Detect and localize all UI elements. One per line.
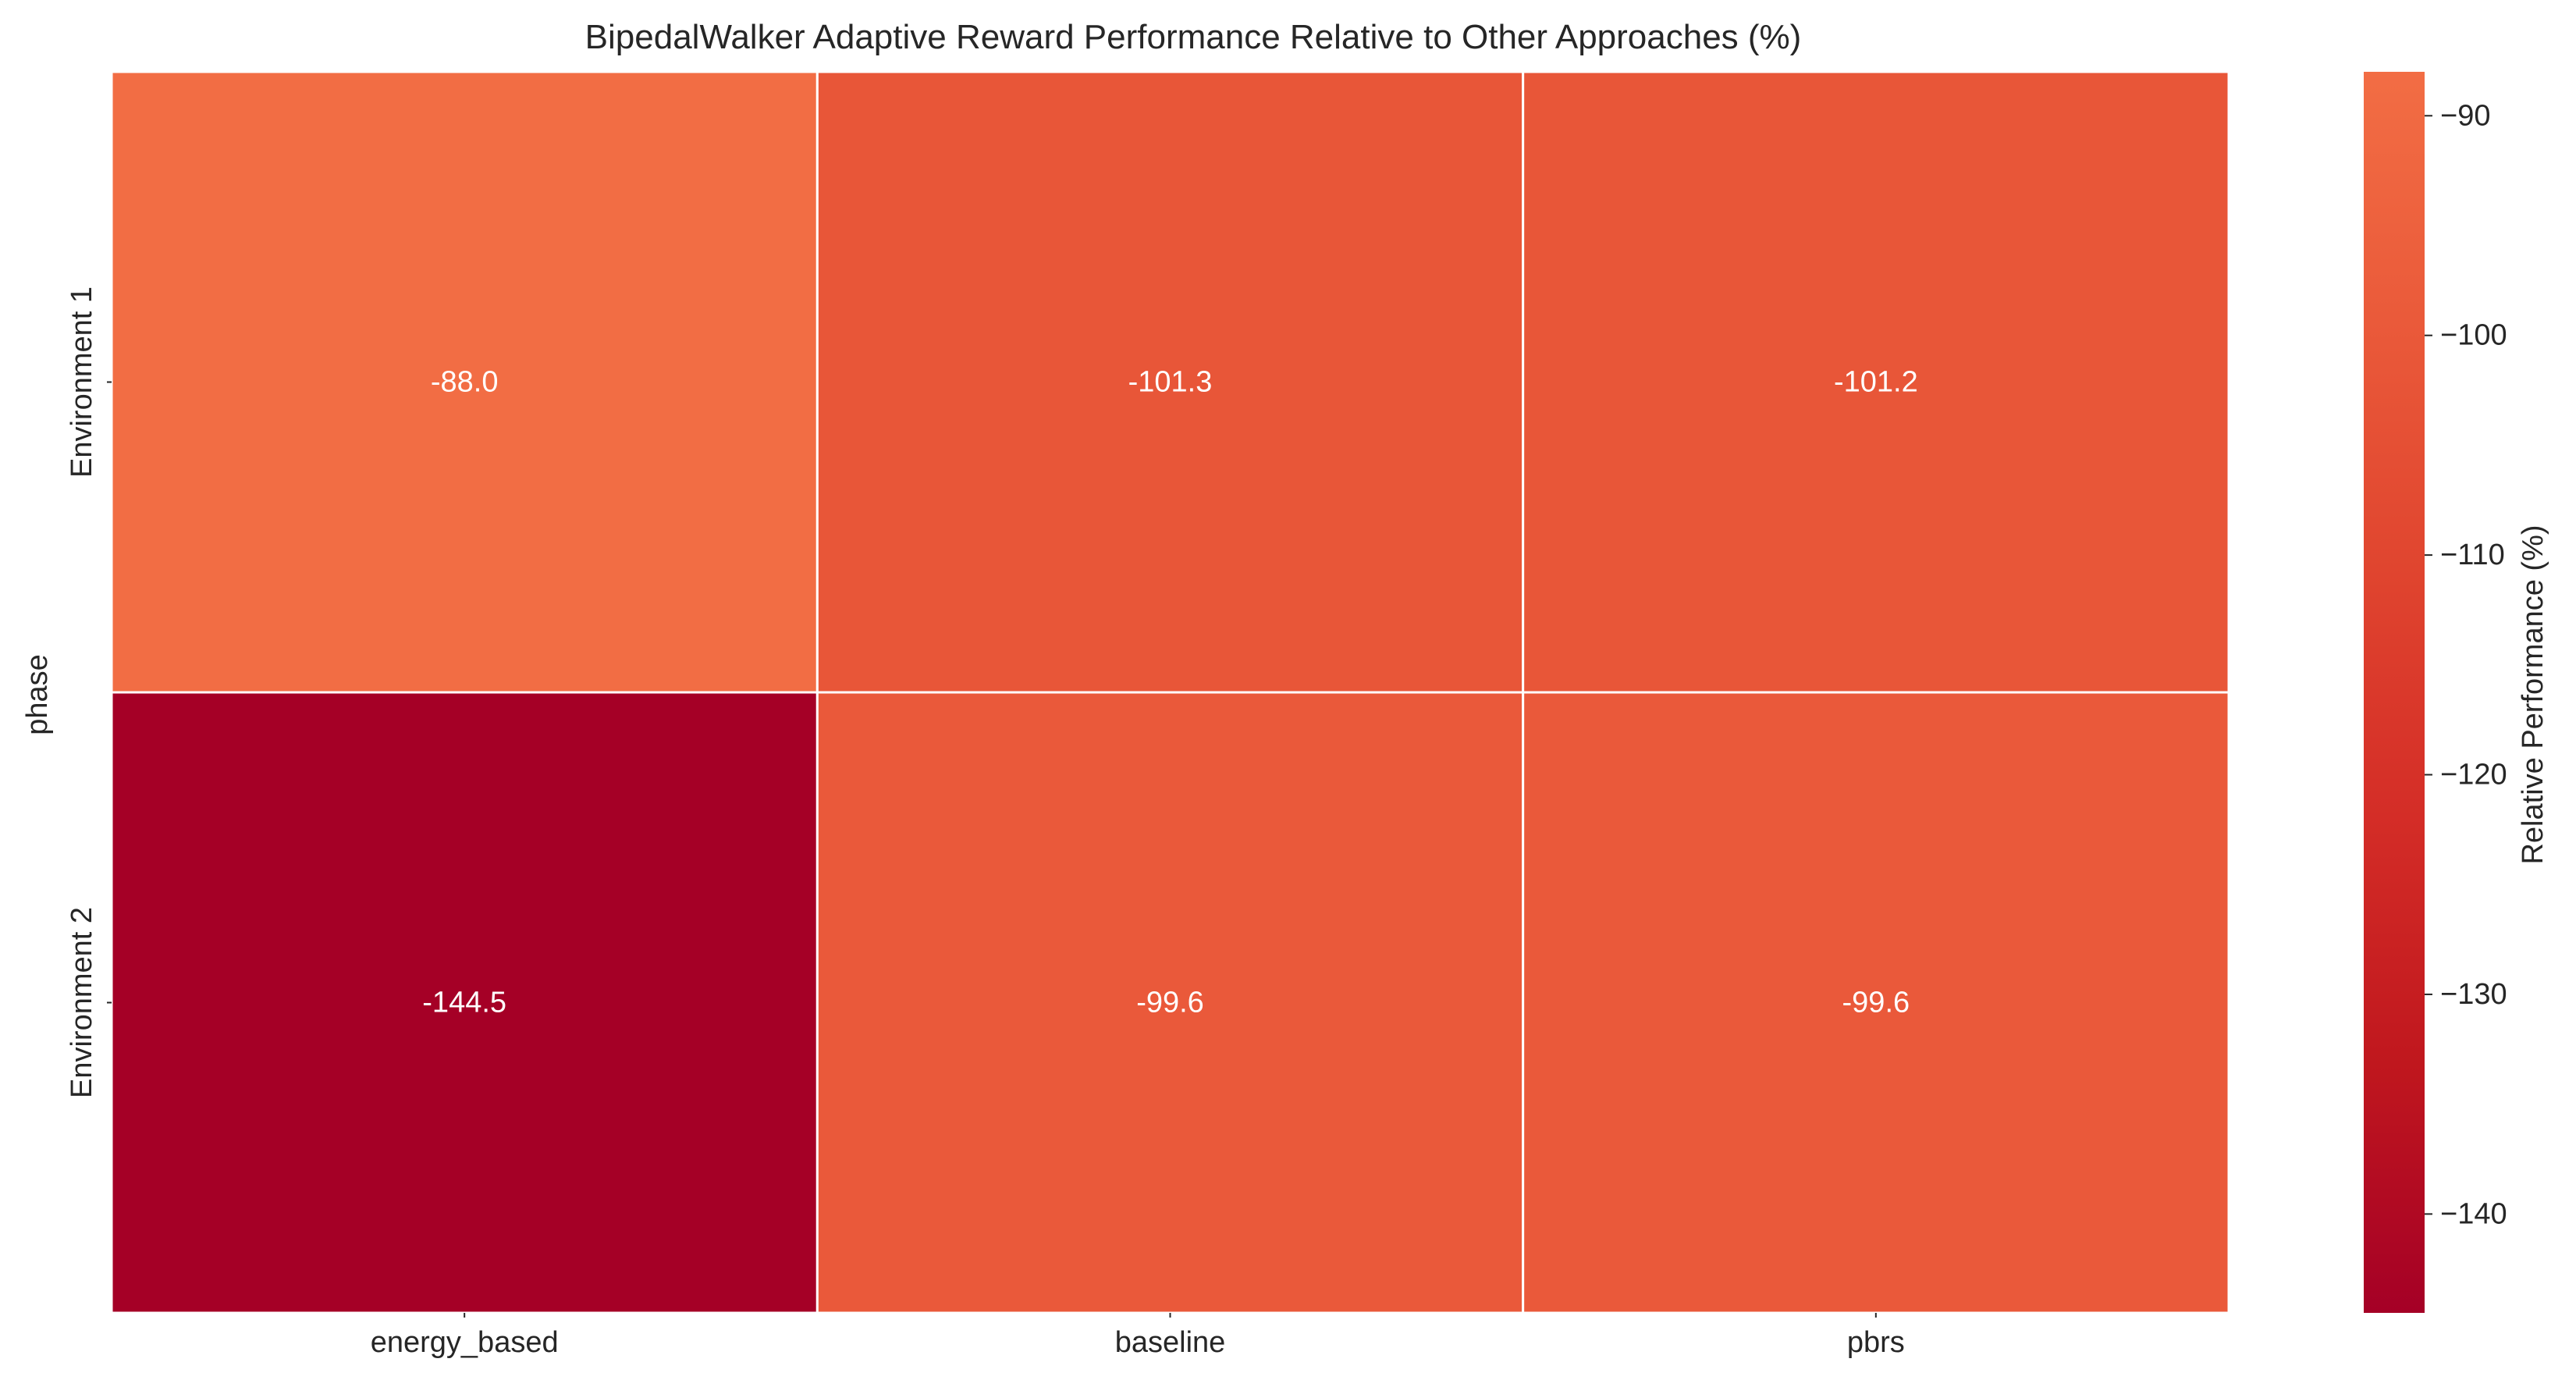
heatmap-cells — [110, 70, 2230, 1314]
colorbar-tick-label: −120 — [2440, 759, 2507, 791]
colorbar-tick-label: −100 — [2440, 319, 2507, 352]
y-tick-label: Environment 2 — [66, 907, 98, 1098]
cell-value-label: -101.3 — [1128, 366, 1213, 399]
cell-value-label: -101.2 — [1834, 366, 1918, 399]
heatmap-cell — [815, 70, 1525, 694]
colorbar-tick-label: −140 — [2440, 1197, 2507, 1230]
heatmap-cell — [1522, 70, 2230, 694]
x-tick-label: baseline — [1115, 1326, 1226, 1359]
colorbar-ticks: −90 −100 −110 −120 −130 −140 — [2425, 99, 2507, 1230]
heatmap-cell — [110, 691, 819, 1314]
heatmap-cell — [110, 70, 819, 694]
x-axis-ticks: energy_based baseline pbrs — [371, 1313, 1905, 1359]
cell-value-label: -99.6 — [1136, 987, 1204, 1019]
colorbar-label: Relative Performance (%) — [2517, 525, 2549, 864]
y-tick-label: Environment 1 — [66, 286, 98, 478]
colorbar-tick-label: −130 — [2440, 978, 2507, 1011]
colorbar-tick-label: −110 — [2440, 539, 2505, 571]
x-tick-label: pbrs — [1847, 1326, 1905, 1359]
heatmap-cell-labels: -88.0 -101.3 -101.2 -144.5 -99.6 -99.6 — [422, 366, 1917, 1019]
x-tick-label: energy_based — [371, 1326, 559, 1359]
cell-value-label: -99.6 — [1842, 987, 1910, 1019]
y-axis-label: phase — [21, 654, 54, 735]
heatmap-cell — [1522, 691, 2230, 1314]
colorbar-tick-label: −90 — [2440, 99, 2490, 132]
cell-value-label: -88.0 — [431, 366, 499, 399]
colorbar — [2364, 72, 2425, 1313]
chart-title: BipedalWalker Adaptive Reward Performanc… — [585, 18, 1802, 56]
y-axis-ticks: Environment 1 Environment 2 — [66, 286, 112, 1098]
heatmap-cell — [815, 691, 1525, 1314]
cell-value-label: -144.5 — [422, 987, 506, 1019]
